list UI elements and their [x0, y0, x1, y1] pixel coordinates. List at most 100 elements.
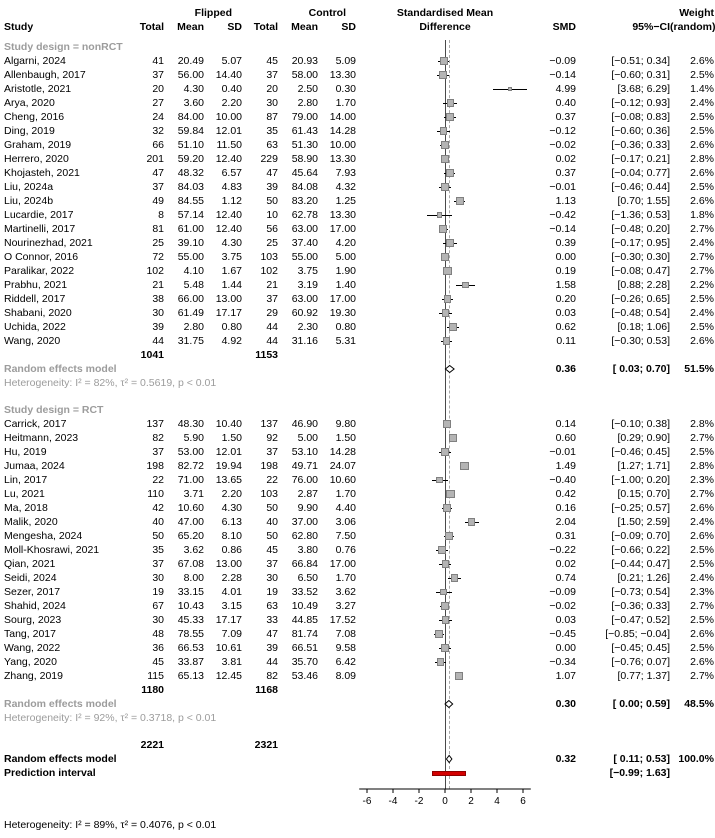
- ci-plot: [356, 166, 534, 180]
- flipped-mean: 10.60: [177, 502, 204, 514]
- study-name: O Connor, 2016: [4, 251, 79, 263]
- flipped-sd: 4.30: [221, 502, 242, 514]
- weight-value: 2.4%: [690, 97, 714, 109]
- flipped-sd: 12.40: [215, 153, 242, 165]
- control-sd: 3.62: [335, 586, 356, 598]
- control-mean: 6.50: [297, 572, 318, 584]
- control-mean: 58.90: [291, 153, 318, 165]
- flipped-mean: 59.84: [177, 125, 204, 137]
- study-row: Seidi, 2024 30 8.00 2.28 30 6.50 1.70 0.74 [0.21…: [4, 571, 714, 585]
- flipped-total: 30: [152, 614, 164, 626]
- ci-value: [−1.00; 0.20]: [611, 474, 670, 486]
- flipped-sd: 4.30: [221, 237, 242, 249]
- study-row: Wang, 2020 44 31.75 4.92 44 31.16 5.31 0.11 [−0.…: [4, 334, 714, 348]
- study-name: Malik, 2020: [4, 516, 58, 528]
- flipped-sd: 12.01: [215, 125, 242, 137]
- control-total: 29: [266, 307, 278, 319]
- control-sd: 1.90: [335, 265, 356, 277]
- flipped-mean: 45.33: [177, 614, 204, 626]
- control-mean: 20.93: [291, 55, 318, 67]
- control-sd: 6.42: [335, 656, 356, 668]
- study-name: Ma, 2018: [4, 502, 48, 514]
- study-name: Hu, 2019: [4, 446, 47, 458]
- flipped-sd: 12.45: [215, 670, 242, 682]
- flipped-sd: 5.07: [221, 55, 242, 67]
- control-sd: 17.00: [329, 293, 356, 305]
- effect-square: [446, 489, 455, 499]
- flipped-sd: 13.00: [215, 293, 242, 305]
- control-sd: 3.27: [335, 600, 356, 612]
- flipped-mean: 4.30: [183, 83, 204, 95]
- effect-square: [441, 154, 450, 164]
- control-sd: 17.00: [329, 223, 356, 235]
- control-total: 137: [260, 418, 278, 430]
- flipped-mean: 61.49: [177, 307, 204, 319]
- study-name: Wang, 2022: [4, 642, 61, 654]
- weight-value: 2.5%: [690, 446, 714, 458]
- smd-value: 0.62: [555, 321, 576, 333]
- control-mean: 3.75: [297, 265, 318, 277]
- ci-value: [−0.73; 0.54]: [611, 586, 670, 598]
- overall-heterogeneity-text: Heterogeneity: I² = 89%, τ² = 0.4076, p …: [4, 819, 217, 831]
- ci-value: [−0.47; 0.52]: [611, 614, 670, 626]
- svg-text:-2: -2: [415, 796, 424, 807]
- flipped-sd: 4.83: [221, 181, 242, 193]
- weight-value: 1.8%: [690, 209, 714, 221]
- study-name: Paralikar, 2022: [4, 265, 75, 277]
- control-mean: 66.84: [291, 558, 318, 570]
- flipped-total: 8: [158, 209, 164, 221]
- flipped-total: 35: [152, 544, 164, 556]
- overall-flipped-total: 2221: [140, 739, 164, 751]
- control-sd: 4.32: [335, 181, 356, 193]
- group-label-row: Study design = nonRCT: [4, 40, 714, 54]
- smd-value: 0.37: [555, 111, 576, 123]
- study-row: Qian, 2021 37 67.08 13.00 37 66.84 17.00 0.02 [−…: [4, 557, 714, 571]
- smd-value: 0.74: [555, 572, 576, 584]
- control-total: 37: [266, 69, 278, 81]
- study-name: Lucardie, 2017: [4, 209, 74, 221]
- ci-value: [1.27; 1.71]: [617, 460, 670, 472]
- ci-value: [−0.17; 0.95]: [611, 237, 670, 249]
- header-smd: SMD: [552, 21, 576, 33]
- flipped-mean: 33.87: [177, 656, 204, 668]
- ci-plot: [356, 655, 534, 669]
- control-sd: 13.30: [329, 153, 356, 165]
- flipped-mean: 2.80: [183, 321, 204, 333]
- control-total: 22: [266, 474, 278, 486]
- ci-plot: [356, 306, 534, 320]
- control-total: 50: [266, 195, 278, 207]
- smd-value: 0.14: [555, 418, 576, 430]
- smd-value: 0.16: [555, 502, 576, 514]
- control-total: 45: [266, 55, 278, 67]
- smd-value: −0.42: [549, 209, 576, 221]
- ci-value: [−0.46; 0.45]: [611, 446, 670, 458]
- study-row: Uchida, 2022 39 2.80 0.80 44 2.30 0.80 0.62 [0.1…: [4, 320, 714, 334]
- ci-plot: [356, 431, 534, 445]
- smd-value: −0.02: [549, 600, 576, 612]
- weight-value: 2.5%: [690, 69, 714, 81]
- header-row-bottom: Study Total Mean SD Total Mean SD Differ…: [4, 20, 715, 34]
- flipped-total: 19: [152, 586, 164, 598]
- smd-value: 0.03: [555, 307, 576, 319]
- flipped-total: 50: [152, 530, 164, 542]
- ci-plot: [356, 54, 534, 68]
- group-summary-label: Random effects model: [4, 698, 117, 710]
- control-mean: 31.16: [291, 335, 318, 347]
- smd-value: 0.40: [555, 97, 576, 109]
- effect-square: [440, 588, 448, 596]
- flipped-total: 30: [152, 572, 164, 584]
- effect-square: [460, 461, 469, 471]
- effect-square: [446, 113, 454, 121]
- group-summary-weight: 48.5%: [684, 698, 714, 710]
- control-sd: 19.30: [329, 307, 356, 319]
- control-mean: 55.00: [291, 251, 318, 263]
- svg-text:6: 6: [520, 796, 526, 807]
- control-sd: 4.20: [335, 237, 356, 249]
- group-summary-plot: [356, 362, 534, 376]
- flipped-sd: 2.20: [221, 97, 242, 109]
- study-name: Algarni, 2024: [4, 55, 66, 67]
- flipped-mean: 55.00: [177, 251, 204, 263]
- flipped-sd: 3.75: [221, 251, 242, 263]
- study-row: Riddell, 2017 38 66.00 13.00 37 63.00 17.00 0.2…: [4, 292, 714, 306]
- study-name: Yang, 2020: [4, 656, 57, 668]
